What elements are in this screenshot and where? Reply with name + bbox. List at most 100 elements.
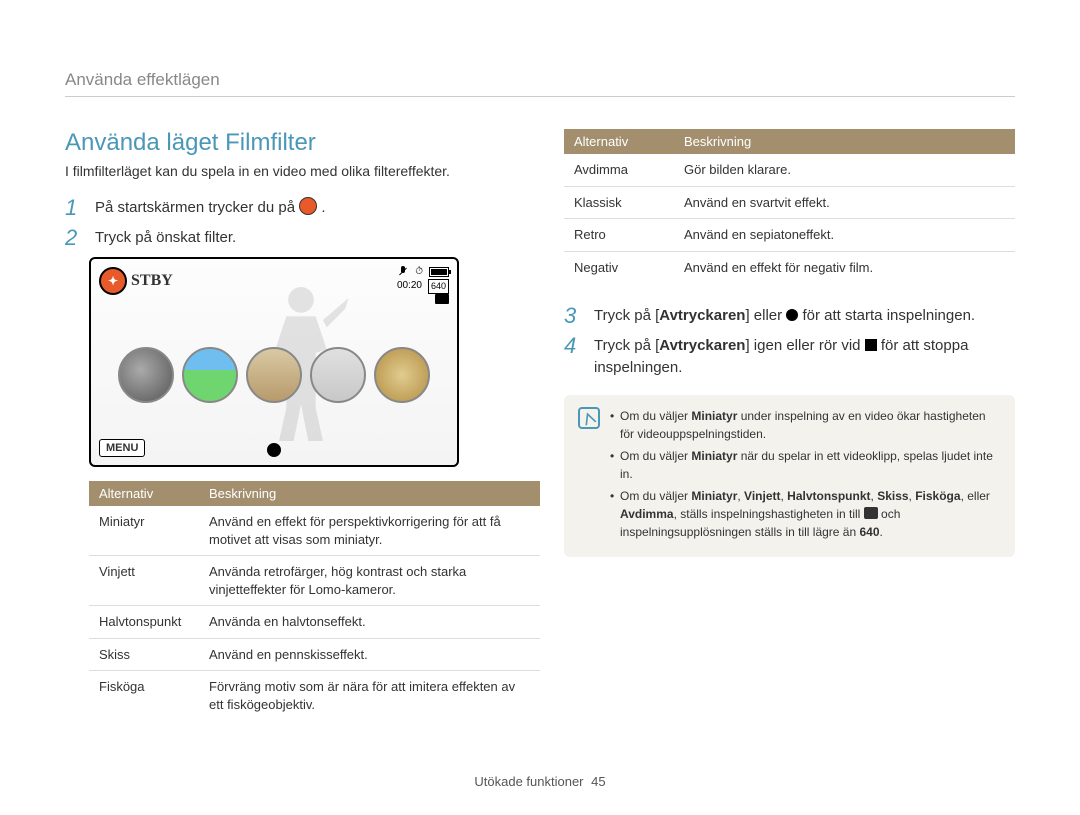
- step-3: 3 Tryck på [Avtryckaren] eller för att s…: [564, 305, 1015, 327]
- step-number: 2: [65, 227, 85, 249]
- record-dot-icon: [786, 309, 798, 321]
- step-1-pre: På startskärmen trycker du på: [95, 199, 299, 216]
- t: 640: [859, 525, 879, 539]
- footer-section: Utökade funktioner: [474, 774, 583, 789]
- step-3-mid: ] eller: [745, 307, 786, 324]
- mute-icon: [397, 266, 409, 278]
- table-row: KlassiskAnvänd en svartvit effekt.: [564, 186, 1015, 219]
- rec-time: 00:20: [397, 279, 422, 293]
- page-footer: Utökade funktioner 45: [0, 774, 1080, 789]
- table-row: FiskögaFörvräng motiv som är nära för at…: [89, 671, 540, 721]
- cell-desc: Använda retrofärger, hög kontrast och st…: [199, 556, 540, 606]
- stop-square-icon: [865, 339, 877, 351]
- step-2: 2 Tryck på önskat filter.: [65, 227, 516, 249]
- table-row: AvdimmaGör bilden klarare.: [564, 154, 1015, 186]
- resolution-label: 640: [428, 279, 449, 294]
- table-row: HalvtonspunktAnvända en halvtonseffekt.: [89, 606, 540, 639]
- cell-alt: Fisköga: [89, 671, 199, 721]
- cell-desc: Använda en halvtonseffekt.: [199, 606, 540, 639]
- breadcrumb: Använda effektlägen: [65, 70, 1015, 97]
- note-icon: [578, 407, 600, 429]
- filter-thumb-5[interactable]: [374, 347, 430, 403]
- status-icons: ⏱ 00:20 640: [397, 265, 449, 304]
- camera-preview-screenshot: ✦ STBY ⏱ 00:20 640 MENU: [89, 257, 459, 467]
- table-row: VinjettAnvända retrofärger, hög kontrast…: [89, 556, 540, 606]
- step-1-post: .: [317, 199, 325, 216]
- step-4-pre: Tryck på [: [594, 337, 659, 354]
- cell-desc: Använd en pennskisseffekt.: [199, 638, 540, 671]
- t: Fisköga: [915, 489, 960, 503]
- cell-alt: Retro: [564, 219, 674, 252]
- section-intro: I filmfilterläget kan du spela in en vid…: [65, 163, 516, 179]
- filter-options-table-left: Alternativ Beskrivning MiniatyrAnvänd en…: [89, 481, 540, 720]
- t: Miniatyr: [691, 409, 737, 423]
- note-item: Om du väljer Miniatyr när du spelar in e…: [610, 447, 1001, 483]
- right-column: Alternativ Beskrivning AvdimmaGör bilden…: [564, 129, 1015, 720]
- cell-alt: Halvtonspunkt: [89, 606, 199, 639]
- step-number: 4: [564, 335, 584, 357]
- filter-thumb-1[interactable]: [118, 347, 174, 403]
- table-row: SkissAnvänd en pennskisseffekt.: [89, 638, 540, 671]
- timer-icon: ⏱: [415, 265, 423, 279]
- filter-thumb-4[interactable]: [310, 347, 366, 403]
- note-box: Om du väljer Miniatyr under inspelning a…: [564, 395, 1015, 557]
- left-column: Använda läget Filmfilter I filmfilterläg…: [65, 129, 516, 720]
- page-number: 45: [591, 774, 605, 789]
- step-1: 1 På startskärmen trycker du på .: [65, 197, 516, 219]
- standby-badge: ✦ STBY: [99, 267, 173, 295]
- step-2-text: Tryck på önskat filter.: [95, 227, 516, 249]
- note-item: Om du väljer Miniatyr, Vinjett, Halvtons…: [610, 487, 1001, 541]
- step-number: 1: [65, 197, 85, 219]
- cell-alt: Vinjett: [89, 556, 199, 606]
- cell-desc: Använd en effekt för perspektivkorrigeri…: [199, 506, 540, 556]
- cell-desc: Använd en effekt för negativ film.: [674, 251, 1015, 283]
- cell-alt: Skiss: [89, 638, 199, 671]
- movie-filter-mode-icon: [299, 197, 317, 215]
- cell-desc: Använd en sepiatoneffekt.: [674, 219, 1015, 252]
- t: Halvtonspunkt: [787, 489, 870, 503]
- t: Skiss: [877, 489, 908, 503]
- menu-button[interactable]: MENU: [99, 439, 145, 457]
- t: Om du väljer: [620, 489, 691, 503]
- table-row: RetroAnvänd en sepiatoneffekt.: [564, 219, 1015, 252]
- t: Om du väljer: [620, 449, 691, 463]
- cell-desc: Förvräng motiv som är nära för att imite…: [199, 671, 540, 721]
- step-4-mid: ] igen eller rör vid: [745, 337, 864, 354]
- th-beskrivning: Beskrivning: [199, 481, 540, 506]
- battery-icon: [429, 267, 449, 277]
- filter-thumb-3[interactable]: [246, 347, 302, 403]
- stby-label: STBY: [131, 272, 173, 290]
- t: .: [880, 525, 883, 539]
- quality-icon: [435, 294, 449, 304]
- step-4: 4 Tryck på [Avtryckaren] igen eller rör …: [564, 335, 1015, 379]
- step-3-post: för att starta inspelningen.: [798, 307, 975, 324]
- table-row: MiniatyrAnvänd en effekt för perspektivk…: [89, 506, 540, 556]
- section-title: Använda läget Filmfilter: [65, 129, 516, 157]
- quality-icon: [864, 507, 878, 519]
- note-item: Om du väljer Miniatyr under inspelning a…: [610, 407, 1001, 443]
- cell-alt: Negativ: [564, 251, 674, 283]
- th-alternativ: Alternativ: [564, 129, 674, 154]
- cell-alt: Avdimma: [564, 154, 674, 186]
- t: , ställs inspelningshastigheten in till: [674, 507, 864, 521]
- t: , eller: [961, 489, 990, 503]
- filter-options-table-right: Alternativ Beskrivning AvdimmaGör bilden…: [564, 129, 1015, 283]
- step-3-pre: Tryck på [: [594, 307, 659, 324]
- filter-thumbnails: [101, 347, 447, 403]
- table-row: NegativAnvänd en effekt för negativ film…: [564, 251, 1015, 283]
- t: Vinjett: [744, 489, 780, 503]
- step-number: 3: [564, 305, 584, 327]
- t: Avdimma: [620, 507, 674, 521]
- record-mode-icon: ✦: [99, 267, 127, 295]
- cell-alt: Klassisk: [564, 186, 674, 219]
- record-button-icon[interactable]: [267, 443, 281, 457]
- t: Om du väljer: [620, 409, 691, 423]
- t: Miniatyr: [691, 489, 737, 503]
- filter-thumb-2[interactable]: [182, 347, 238, 403]
- t: Miniatyr: [691, 449, 737, 463]
- cell-alt: Miniatyr: [89, 506, 199, 556]
- th-alternativ: Alternativ: [89, 481, 199, 506]
- th-beskrivning: Beskrivning: [674, 129, 1015, 154]
- cell-desc: Gör bilden klarare.: [674, 154, 1015, 186]
- step-3-bold: Avtryckaren: [659, 307, 745, 324]
